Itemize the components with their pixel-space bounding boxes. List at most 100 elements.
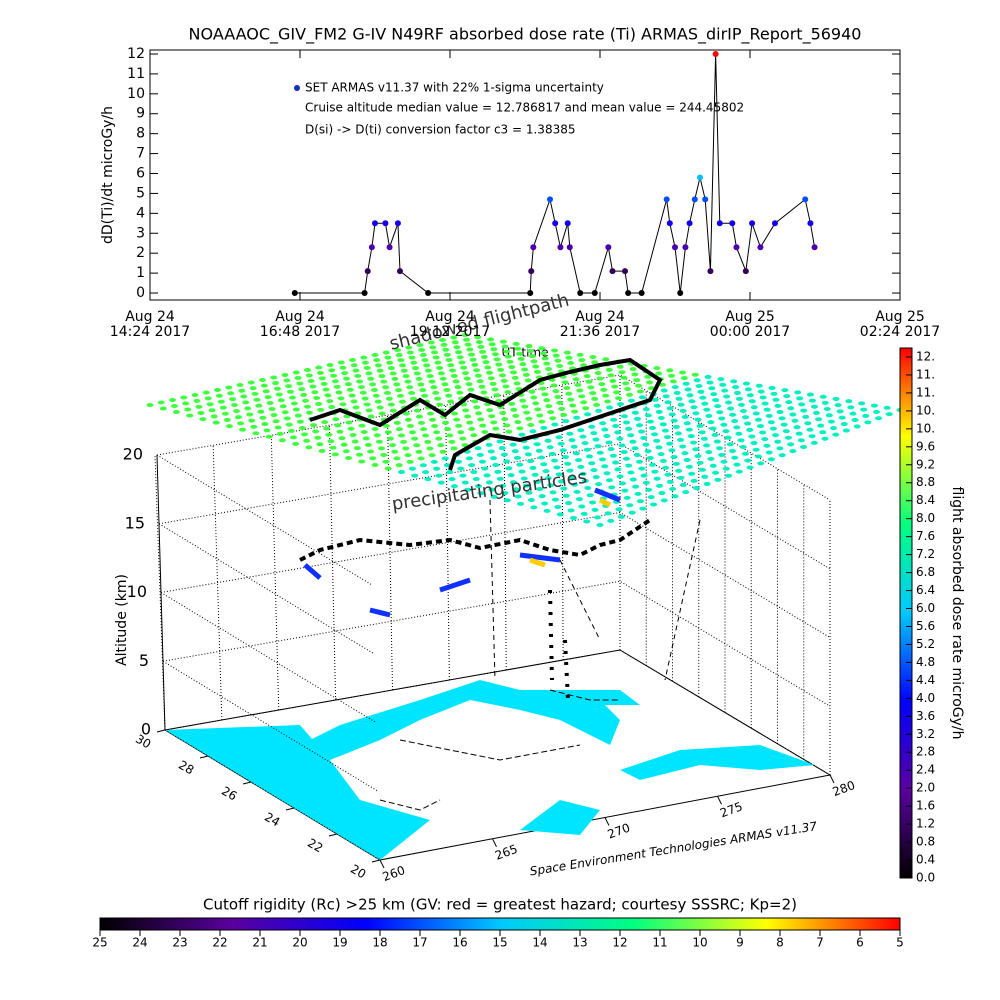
grid-dot: [289, 435, 297, 440]
grid-dot: [564, 461, 572, 466]
grid-dot: [373, 433, 381, 438]
grid-dot: [219, 405, 227, 410]
grid-dot: [531, 472, 539, 477]
grid-dot: [840, 422, 848, 427]
grid-dot: [763, 407, 771, 412]
grid-dot: [627, 470, 635, 475]
grid-dot: [819, 430, 827, 435]
grid-dot: [237, 421, 245, 426]
grid-dot: [653, 476, 661, 481]
grid-dot: [679, 444, 687, 449]
grid-dot: [485, 480, 493, 485]
data-point: [716, 220, 723, 227]
data-point: [772, 220, 778, 227]
grid-dot: [543, 361, 551, 366]
grid-dot: [349, 433, 357, 438]
grid-dot: [554, 394, 562, 399]
grid-dot: [475, 484, 483, 489]
grid-dot: [539, 386, 547, 391]
colorbar-label: Cutoff rigidity (Rc) >25 km (GV: red = g…: [203, 896, 797, 914]
grid-dot: [298, 387, 306, 392]
grid-dot: [432, 355, 440, 360]
grid-dot: [440, 342, 448, 347]
grid-dot: [261, 422, 269, 427]
grid-dot: [646, 455, 654, 460]
colorbar-tick-label: 24: [132, 936, 147, 950]
grid-dot: [682, 490, 690, 495]
grid-dot: [870, 403, 878, 408]
grid-dot: [335, 390, 343, 395]
grid-dot: [581, 478, 589, 483]
grid-dot: [479, 423, 487, 428]
y-tick-label: 4: [136, 205, 145, 221]
grid-dot: [590, 431, 598, 436]
grid-dot: [733, 425, 741, 430]
grid-dot: [223, 417, 231, 422]
grid-dot: [639, 506, 647, 511]
grid-dot: [364, 442, 372, 447]
grid-dot: [321, 420, 329, 425]
grid-dot: [540, 425, 548, 430]
grid-dot: [562, 493, 570, 498]
tick-mark: [604, 817, 610, 826]
grid-dot: [462, 408, 470, 413]
grid-dot: [692, 411, 700, 416]
grid-dot: [538, 419, 546, 424]
grid-dot: [573, 415, 581, 420]
grid-dot: [666, 368, 674, 373]
grid-dot: [371, 463, 379, 467]
grid-dot: [591, 507, 599, 512]
grid-dot: [555, 435, 563, 440]
grid-dot: [357, 385, 365, 390]
grid-dot: [623, 495, 631, 500]
grid-dot: [172, 410, 180, 415]
grid-dot: [270, 375, 278, 380]
grid-dot: [360, 355, 368, 360]
grid-dot: [350, 399, 358, 404]
grid-dot: [720, 422, 728, 427]
grid-dot: [300, 392, 308, 397]
data-point: [564, 220, 571, 227]
grid-dot: [436, 402, 444, 407]
grid-dot: [439, 449, 447, 454]
grid-dot: [272, 381, 280, 386]
data-point: [527, 290, 534, 297]
flight-path: [299, 357, 701, 811]
grid-dot: [653, 403, 661, 408]
grid-dot: [812, 410, 820, 415]
grid-dot: [480, 354, 488, 359]
grid-dot: [527, 422, 535, 427]
grid-dot: [556, 512, 564, 517]
grid-dot: [620, 450, 628, 455]
colorbar-tick-label: 13: [572, 936, 587, 950]
y-tick-label: 6: [136, 166, 145, 182]
grid-dot: [516, 462, 524, 467]
grid-dot: [305, 373, 313, 378]
grid-dot: [750, 405, 758, 410]
grid-dot: [474, 373, 482, 378]
grid-dot: [684, 387, 692, 392]
grid-dot: [642, 407, 650, 412]
grid-dot: [453, 417, 461, 422]
grid-dot: [524, 378, 532, 383]
grid-dot: [679, 408, 687, 413]
colorbar-tick-label: 1.6: [916, 799, 935, 813]
grid-dot: [832, 432, 840, 437]
grid-dot: [242, 400, 250, 405]
grid-dot: [664, 400, 672, 405]
grid-dot: [312, 429, 320, 434]
colorbar-tick-label: 25: [92, 936, 107, 950]
colorbar-tick-label: 9: [736, 936, 744, 950]
grid-dot: [778, 416, 786, 421]
lat-tick-label: 24: [262, 810, 282, 830]
grid-dot: [612, 424, 620, 429]
y-tick-label: 1: [136, 265, 145, 281]
grid-dot: [352, 405, 360, 410]
grid-dot: [815, 417, 823, 422]
grid-dot: [485, 442, 493, 447]
grid-dot: [557, 479, 565, 484]
grid-dot: [397, 433, 405, 438]
grid-dot: [703, 407, 711, 412]
grid-dot: [635, 459, 643, 464]
grid-dot: [446, 433, 454, 438]
